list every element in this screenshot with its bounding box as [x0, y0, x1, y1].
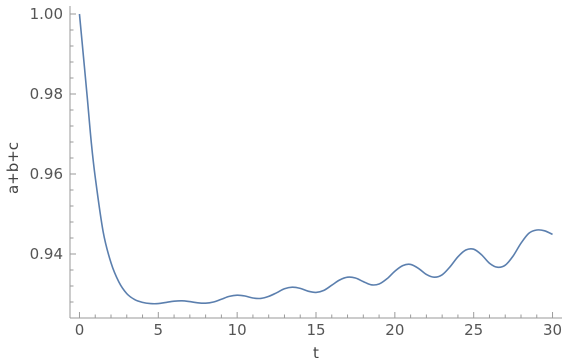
x-tick-label: 25	[464, 321, 483, 339]
series-line	[78, 13, 553, 305]
y-tick-label: 1.00	[30, 5, 63, 23]
plot-frame	[69, 6, 562, 319]
y-axis-label: a+b+c	[4, 142, 22, 194]
x-tick-label: 0	[75, 321, 85, 339]
y-tick-label: 0.96	[30, 165, 63, 183]
series-layer	[78, 13, 553, 305]
y-axis-ticks: 0.94 0.96 0.98 1.00	[30, 5, 76, 319]
x-tick-label: 30	[543, 321, 562, 339]
y-tick-label: 0.98	[30, 85, 63, 103]
x-axis-ticks: 0 5 10 15 20 25 30	[75, 312, 562, 339]
x-tick-label: 5	[154, 321, 164, 339]
x-axis-label: t	[313, 344, 319, 362]
x-tick-label: 15	[306, 321, 325, 339]
x-tick-label: 10	[228, 321, 247, 339]
x-tick-label: 20	[385, 321, 404, 339]
y-tick-label: 0.94	[30, 245, 63, 263]
